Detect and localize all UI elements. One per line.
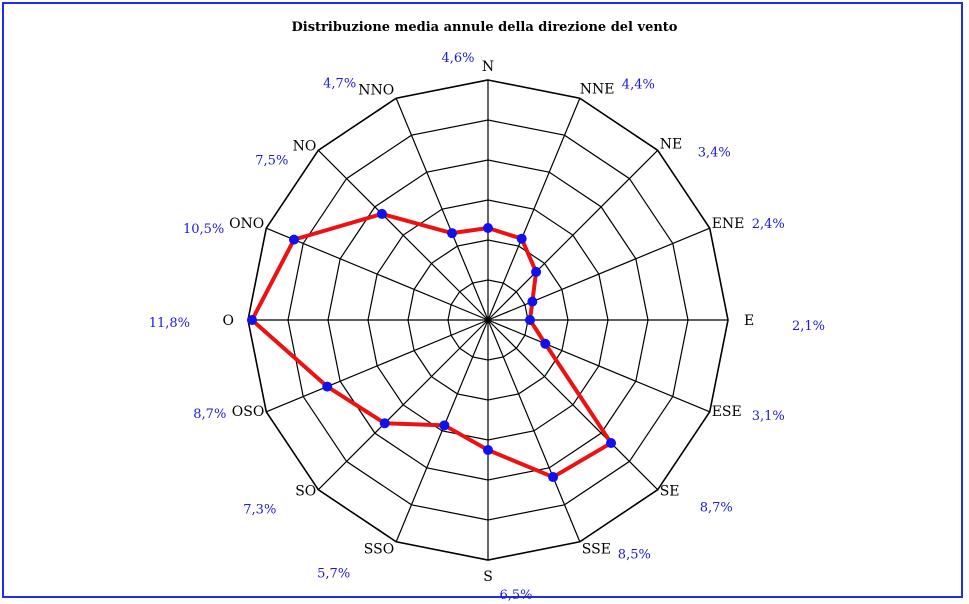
chart-title: Distribuzione media annule della direzio…: [291, 20, 678, 35]
direction-label-N: N: [482, 59, 494, 75]
direction-label-NO: NO: [293, 138, 317, 154]
value-label-O: 11,8%: [149, 316, 190, 331]
data-point-NE: [531, 266, 542, 277]
data-point-N: [483, 223, 493, 233]
value-label-NNE: 4,4%: [622, 77, 655, 92]
direction-label-ENE: ENE: [712, 216, 745, 232]
grid-spoke-SE: [487, 319, 659, 491]
data-point-S: [483, 445, 493, 455]
data-point-ESE: [540, 338, 551, 349]
direction-label-E: E: [744, 313, 754, 329]
grid-spoke-NE: [487, 149, 659, 321]
grid-spoke-SSE: [487, 319, 581, 542]
data-point-OSO: [322, 381, 333, 392]
value-label-OSO: 8,7%: [193, 407, 226, 422]
value-label-SSE: 8,5%: [618, 548, 651, 563]
value-label-N: 4,6%: [441, 51, 474, 66]
direction-label-SE: SE: [660, 484, 680, 500]
radar-grid: [247, 79, 729, 561]
direction-label-ESE: ESE: [712, 404, 742, 420]
data-point-NNO: [447, 228, 458, 239]
direction-label-NE: NE: [660, 136, 682, 152]
grid-spoke-NO: [317, 149, 489, 321]
data-point-NO: [376, 208, 387, 219]
grid-spoke-SO: [317, 319, 489, 491]
data-point-SSE: [548, 472, 559, 483]
radar-labels: N 4,6% NNE 4,4% NE 3,4% ENE 2,4% E 2,1% ESE 3,1% SE 8…: [149, 51, 825, 603]
data-point-O: [247, 315, 257, 325]
grid-spoke-NNE: [487, 98, 581, 321]
direction-label-S: S: [483, 569, 493, 585]
series-line: [250, 211, 614, 480]
grid-spoke-NNO: [395, 98, 489, 321]
value-label-SSO: 5,7%: [317, 567, 350, 582]
value-label-NNO: 4,7%: [323, 76, 356, 91]
grid-spoke-ENE: [487, 227, 710, 321]
direction-label-SSE: SSE: [582, 542, 611, 558]
data-point-SE: [606, 438, 617, 449]
direction-label-OSO: OSO: [232, 404, 265, 420]
grid-spoke-SSO: [395, 319, 489, 542]
data-point-ONO: [288, 234, 299, 245]
value-label-ESE: 3,1%: [752, 409, 785, 424]
grid-spoke-ONO: [266, 227, 489, 321]
data-point-NNE: [516, 233, 527, 244]
data-point-ENE: [527, 296, 538, 307]
direction-label-SO: SO: [295, 484, 316, 500]
grid-spoke-ESE: [487, 319, 710, 413]
value-label-E: 2,1%: [792, 319, 825, 334]
data-point-SO: [379, 418, 390, 429]
grid-spoke-OSO: [266, 319, 489, 413]
direction-label-NNE: NNE: [580, 81, 615, 97]
value-label-ENE: 2,4%: [752, 217, 785, 232]
chart-frame: [2, 2, 963, 598]
value-label-NE: 3,4%: [698, 145, 731, 160]
radar-series: [247, 208, 617, 483]
value-label-S: 6,5%: [499, 588, 532, 603]
value-label-SO: 7,3%: [243, 503, 276, 518]
value-label-ONO: 10,5%: [183, 222, 224, 237]
value-label-SE: 8,7%: [700, 501, 733, 516]
value-label-NO: 7,5%: [255, 153, 288, 168]
data-point-E: [525, 315, 535, 325]
direction-label-ONO: ONO: [229, 216, 264, 232]
data-point-SSO: [439, 420, 450, 431]
direction-label-SSO: SSO: [364, 542, 394, 558]
direction-label-O: O: [223, 313, 234, 329]
direction-label-NNO: NNO: [358, 82, 394, 98]
